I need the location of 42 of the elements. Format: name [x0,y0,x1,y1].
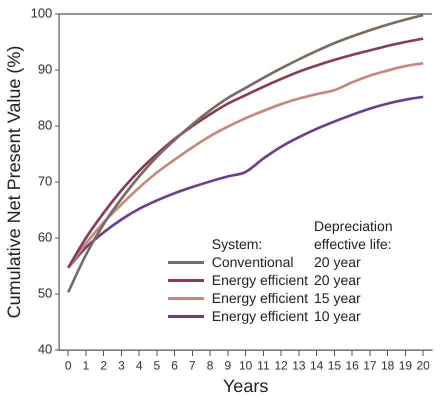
x-tick-label: 7 [189,358,196,373]
x-tick-label: 10 [238,358,253,373]
annotation: 20 year [314,271,362,289]
x-tick-label: 5 [154,358,161,373]
y-tick-label: 100 [30,6,52,21]
x-tick-label: 4 [136,358,143,373]
y-tick-label: 60 [38,230,52,245]
legend-label: Energy efficient [212,289,308,307]
x-tick-label: 14 [310,358,324,373]
y-axis-title: Cumulative Net Present Value (%) [4,46,24,318]
x-axis-title: Years [222,376,268,396]
x-tick-label: 12 [274,358,288,373]
legend-label: Energy efficient [212,271,308,289]
x-tick-label: 9 [224,358,232,373]
x-tick-label: 18 [380,358,395,373]
y-tick-label: 80 [38,118,52,133]
x-tick-label: 8 [206,358,214,373]
x-tick-label: 1 [82,358,90,373]
annotation: 15 year [314,289,362,307]
line-series [66,14,424,294]
y-tick-label: 40 [38,342,52,357]
x-tick-label: 16 [345,358,360,373]
y-tick-label: 70 [38,174,52,189]
annotation: 20 year [314,253,362,271]
x-tick-label: 13 [292,358,306,373]
x-tick-label: 17 [363,358,377,373]
x-tick-label: 20 [416,358,430,373]
annotation: 10 year [314,307,362,325]
x-tick-label: 6 [171,358,178,373]
y-tick-label: 50 [38,286,52,301]
x-tick-label: 0 [64,358,72,373]
x-tick-label: 11 [257,358,270,373]
legend-title: System: [212,235,264,253]
x-tick-label: 15 [328,358,342,373]
y-tick-label: 90 [38,62,52,77]
x-tick-label: 2 [100,358,108,373]
legend-label: Energy efficient [212,307,308,325]
line-series [66,96,424,269]
x-tick-label: 3 [118,358,126,373]
annotation: Depreciation effective life: [314,217,394,253]
x-tick-label: 19 [398,358,412,373]
legend-label: Conventional [212,253,294,271]
